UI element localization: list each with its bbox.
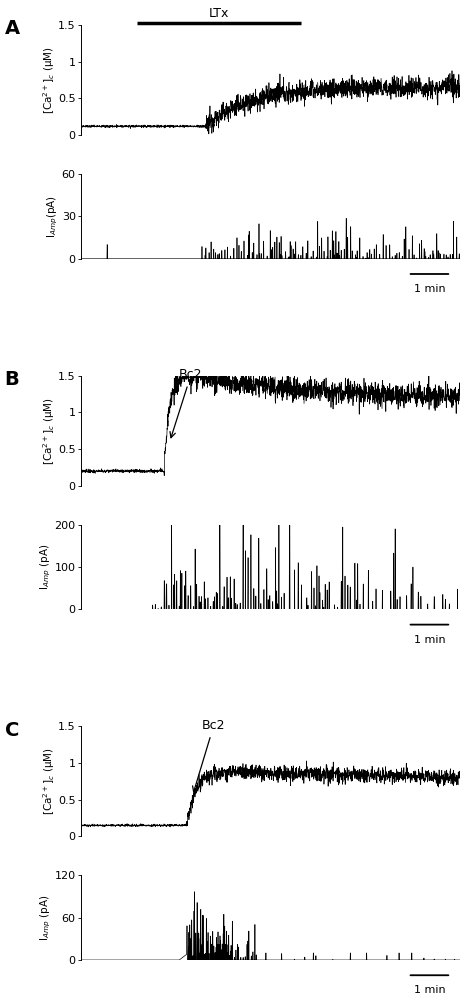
Y-axis label: I$_{Amp}$ (pA): I$_{Amp}$ (pA)	[39, 544, 53, 590]
Text: 1 min: 1 min	[414, 985, 445, 995]
Text: 1 min: 1 min	[414, 635, 445, 645]
Y-axis label: [Ca$^{2+}$]$_c$ (μM): [Ca$^{2+}$]$_c$ (μM)	[41, 46, 57, 114]
Y-axis label: I$_{Amp}$(pA): I$_{Amp}$(pA)	[46, 195, 60, 238]
Text: C: C	[5, 721, 19, 740]
Y-axis label: [Ca$^{2+}$]$_c$ (μM): [Ca$^{2+}$]$_c$ (μM)	[41, 747, 57, 815]
Text: Bc2: Bc2	[192, 719, 226, 792]
Y-axis label: I$_{Amp}$ (pA): I$_{Amp}$ (pA)	[39, 895, 53, 941]
Text: A: A	[5, 19, 20, 38]
Text: LTx: LTx	[209, 7, 229, 20]
Text: 1 min: 1 min	[414, 284, 445, 294]
Text: Bc2: Bc2	[170, 368, 203, 438]
Text: B: B	[5, 370, 19, 389]
Y-axis label: [Ca$^{2+}$]$_c$ (μM): [Ca$^{2+}$]$_c$ (μM)	[41, 397, 57, 465]
